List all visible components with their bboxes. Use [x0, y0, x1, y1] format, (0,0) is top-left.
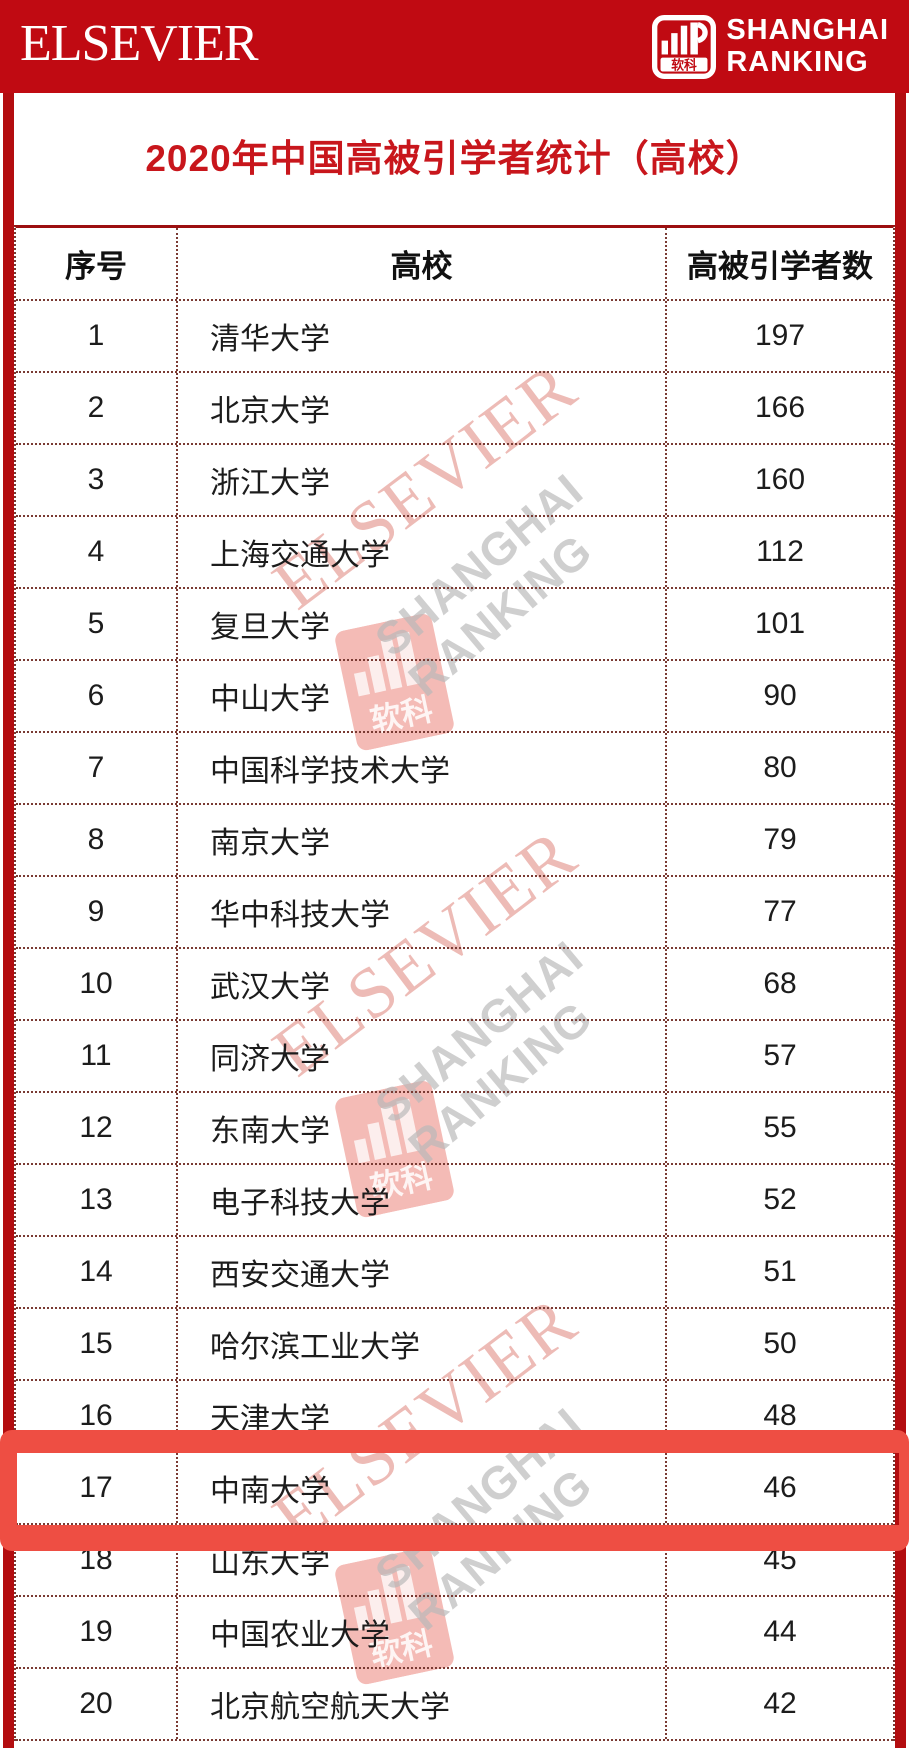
count-cell: 77	[763, 895, 797, 928]
rank-cell: 18	[16, 1525, 178, 1595]
softscience-logo-text: 软科	[672, 57, 698, 72]
shanghai-text: SHANGHAI	[726, 14, 889, 47]
count-cell: 197	[754, 319, 806, 352]
table-row-highlighted: 17 中南大学 46	[16, 1453, 893, 1525]
table-row: 12 东南大学 55	[16, 1093, 893, 1165]
table-row: 4 上海交通大学 112	[16, 517, 893, 589]
rank-cell: 9	[16, 877, 178, 947]
table-row: 13 电子科技大学 52	[16, 1165, 893, 1237]
rank-cell: 19	[16, 1597, 178, 1667]
header-banner: ELSEVIER 软科 SHANGHAI RANKING	[0, 0, 909, 93]
col-header-count: 高被引学者数	[687, 249, 873, 284]
university-cell: 武汉大学	[178, 949, 667, 1019]
university-cell: 东南大学	[178, 1093, 667, 1163]
count-cell: 160	[754, 463, 806, 496]
rank-cell: 20	[16, 1669, 178, 1739]
university-cell: 中国科学技术大学	[178, 733, 667, 803]
table-row: 7 中国科学技术大学 80	[16, 733, 893, 805]
table-row: 6 中山大学 90	[16, 661, 893, 733]
table-row: 19 中国农业大学 44	[16, 1597, 893, 1669]
university-cell: 中南大学	[178, 1453, 667, 1523]
shanghairanking-wordmark: SHANGHAI RANKING	[726, 14, 889, 78]
table-row: 18 山东大学 45	[16, 1525, 893, 1597]
count-cell: 42	[763, 1687, 797, 1720]
university-cell: 南京大学	[178, 805, 667, 875]
university-cell: 北京航空航天大学	[178, 1669, 667, 1739]
university-cell: 北京大学	[178, 373, 667, 443]
university-cell: 西安交通大学	[178, 1237, 667, 1307]
rank-cell: 5	[16, 589, 178, 659]
rank-cell: 17	[16, 1453, 178, 1523]
count-cell: 55	[763, 1111, 797, 1144]
table-row: 16 天津大学 48	[16, 1381, 893, 1453]
university-cell: 华中科技大学	[178, 877, 667, 947]
page-title: 2020年中国高被引学者统计（高校）	[145, 138, 764, 179]
table-row: 20 北京航空航天大学 42	[16, 1669, 893, 1741]
table-row: 3 浙江大学 160	[16, 445, 893, 517]
rank-cell: 8	[16, 805, 178, 875]
count-cell: 79	[763, 823, 797, 856]
count-cell: 46	[763, 1471, 797, 1504]
count-cell: 80	[763, 751, 797, 784]
shanghairanking-logo: 软科 SHANGHAI RANKING	[652, 14, 889, 79]
col-header-rank: 序号	[16, 228, 178, 299]
rank-cell: 13	[16, 1165, 178, 1235]
rank-cell: 4	[16, 517, 178, 587]
rank-cell: 10	[16, 949, 178, 1019]
university-cell: 哈尔滨工业大学	[178, 1309, 667, 1379]
university-cell: 复旦大学	[178, 589, 667, 659]
count-cell: 68	[763, 967, 797, 1000]
table-row: 2 北京大学 166	[16, 373, 893, 445]
ranking-table: 序号 高校 高被引学者数 1 清华大学 197 2 北京大学 166 3 浙江大…	[14, 225, 895, 1741]
count-cell: 45	[763, 1543, 797, 1576]
table-row: 15 哈尔滨工业大学 50	[16, 1309, 893, 1381]
count-cell: 48	[763, 1399, 797, 1432]
table-row: 5 复旦大学 101	[16, 589, 893, 661]
rank-cell: 6	[16, 661, 178, 731]
col-header-university: 高校	[178, 228, 667, 299]
table-row: 10 武汉大学 68	[16, 949, 893, 1021]
table-row: 8 南京大学 79	[16, 805, 893, 877]
rank-cell: 14	[16, 1237, 178, 1307]
university-cell: 浙江大学	[178, 445, 667, 515]
count-cell: 44	[763, 1615, 797, 1648]
rank-cell: 15	[16, 1309, 178, 1379]
university-cell: 中国农业大学	[178, 1597, 667, 1667]
rank-cell: 1	[16, 301, 178, 371]
elsevier-logo: ELSEVIER	[20, 15, 259, 72]
table-row: 1 清华大学 197	[16, 301, 893, 373]
count-cell: 101	[754, 607, 806, 640]
university-cell: 电子科技大学	[178, 1165, 667, 1235]
count-cell: 52	[763, 1183, 797, 1216]
rank-cell: 11	[16, 1021, 178, 1091]
count-cell: 51	[763, 1255, 797, 1288]
rank-cell: 12	[16, 1093, 178, 1163]
university-cell: 天津大学	[178, 1381, 667, 1451]
count-cell: 166	[754, 391, 806, 424]
count-cell: 112	[756, 535, 804, 568]
rank-cell: 16	[16, 1381, 178, 1451]
university-cell: 上海交通大学	[178, 517, 667, 587]
university-cell: 中山大学	[178, 661, 667, 731]
count-cell: 50	[763, 1327, 797, 1360]
table-row: 14 西安交通大学 51	[16, 1237, 893, 1309]
university-cell: 山东大学	[178, 1525, 667, 1595]
count-cell: 57	[763, 1039, 797, 1072]
shanghairanking-logo-icon: 软科	[652, 14, 717, 79]
rank-cell: 2	[16, 373, 178, 443]
table-row: 9 华中科技大学 77	[16, 877, 893, 949]
count-cell: 90	[763, 679, 797, 712]
ranking-text: RANKING	[726, 45, 869, 78]
table-row: 11 同济大学 57	[16, 1021, 893, 1093]
table-body: 1 清华大学 197 2 北京大学 166 3 浙江大学 160 4 上海交通大…	[16, 301, 893, 1741]
table-header-row: 序号 高校 高被引学者数	[16, 228, 893, 301]
university-cell: 清华大学	[178, 301, 667, 371]
rank-cell: 7	[16, 733, 178, 803]
university-cell: 同济大学	[178, 1021, 667, 1091]
content-frame: ELSEVIER 软科 SHANGHAI RANKING ELSEVIER	[3, 93, 906, 1748]
rank-cell: 3	[16, 445, 178, 515]
